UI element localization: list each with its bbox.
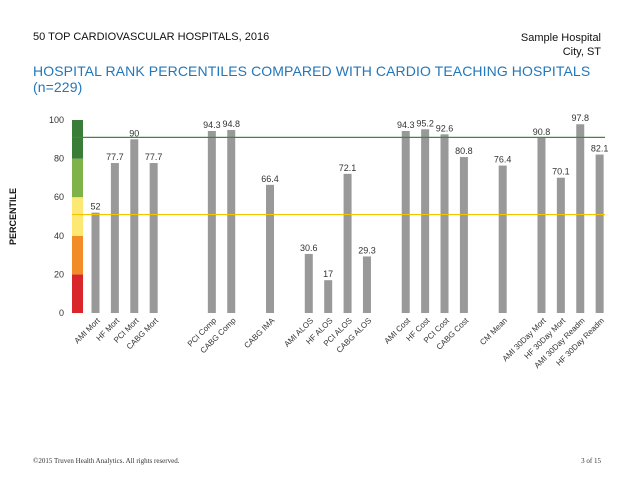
band-2 [72,197,83,236]
bar [537,137,546,313]
chart-subtitle: HOSPITAL RANK PERCENTILES COMPARED WITH … [33,63,591,95]
bar-value-label: 94.3 [397,120,415,130]
bar [595,154,604,313]
bar [343,173,352,313]
bar-value-label: 52 [90,202,100,212]
bar-value-label: 90 [129,128,139,138]
y-axis: 0 20 40 60 80 100 [49,115,64,318]
bar [304,253,313,313]
bar-value-label: 76.4 [494,155,512,165]
bar-value-label: 94.8 [222,119,240,129]
bar-value-label: 66.4 [261,174,279,184]
bar [576,124,585,313]
band-0 [72,274,83,313]
bar-value-label: 30.6 [300,243,318,253]
y-tick-label: 20 [54,269,64,279]
band-4 [72,120,83,159]
bar [556,177,565,313]
bar [440,134,449,313]
bar [227,130,236,313]
bar-value-label: 90.8 [533,127,551,137]
bar-value-label: 94.3 [203,120,221,130]
bar [421,129,430,313]
bar [130,139,139,313]
bar [498,165,507,313]
reference-lines [72,136,605,216]
bar-value-label: 29.3 [358,245,376,255]
bar [401,131,410,313]
percentile-bands [72,120,83,313]
bar-value-label: 97.8 [571,113,589,123]
category-label: CM Mean [478,316,509,347]
bars [91,124,604,313]
hospital-name: Sample Hospital [520,32,601,44]
bar-value-label: 95.2 [416,118,434,128]
y-axis-label: PERCENTILE [8,188,18,245]
y-tick-label: 0 [59,308,64,318]
bar [207,131,216,313]
hospital-location: City, ST [562,46,601,58]
report-title: 50 TOP CARDIOVASCULAR HOSPITALS, 2016 [33,31,270,43]
bar [362,256,371,313]
y-tick-label: 40 [54,231,64,241]
bar-value-label: 82.1 [591,144,609,154]
bar [149,163,158,313]
page-number: 3 of 15 [581,457,601,465]
bar [324,280,333,313]
band-3 [72,158,83,198]
y-tick-label: 60 [54,192,64,202]
bar-value-label: 77.7 [145,152,163,162]
bar-value-label: 70.1 [552,167,570,177]
bar-value-label: 72.1 [339,163,357,173]
bar-value-label: 77.7 [106,152,124,162]
category-label: CABG IMA [242,316,276,350]
hospital-info: Sample Hospital City, ST [521,31,601,59]
copyright-notice: ©2015 Truven Health Analytics. All right… [33,457,180,465]
bar [91,212,100,313]
bar [266,184,275,313]
bar-value-label: 92.6 [436,123,454,133]
bar [459,157,468,313]
bar-value-label: 17 [323,269,333,279]
bar [110,163,119,313]
bar-value-label: 80.8 [455,146,473,156]
y-tick-label: 80 [54,154,64,164]
y-tick-label: 100 [49,115,64,125]
band-1 [72,235,83,275]
